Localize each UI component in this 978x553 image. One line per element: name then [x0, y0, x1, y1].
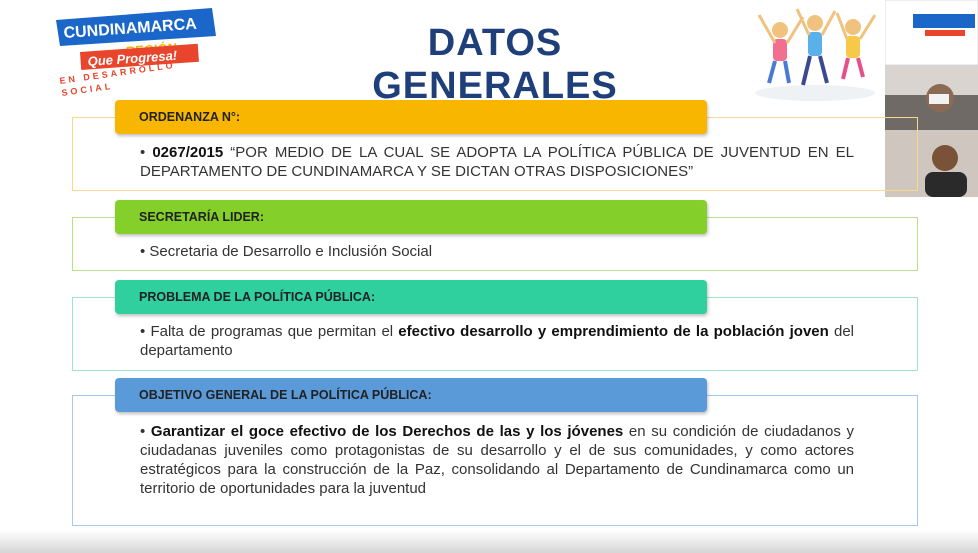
video-thumbnails: [885, 0, 978, 197]
body-text: Secretaria de Desarrollo e Inclusión Soc…: [149, 243, 433, 260]
logo: CUNDINAMARCA ¡REGIÓN Que Progresa! EN DE…: [56, 8, 216, 98]
body-text: del departamento: [140, 323, 855, 359]
body-text: Falta de programas que permitan el: [150, 323, 399, 340]
body-text: en su condición de ciudadanos y ciudadan…: [140, 423, 854, 497]
section-body: Garantizar el goce efectivo de los Derec…: [140, 422, 854, 498]
section-header: OBJETIVO GENERAL DE LA POLÍTICA PÚBLICA:: [115, 378, 707, 412]
body-text: “POR MEDIO DE LA CUAL SE ADOPTA LA POLÍT…: [140, 144, 855, 180]
section-header: ORDENANZA N°:: [115, 100, 707, 134]
slide-title: DATOS GENERALES: [372, 22, 618, 107]
body-text: Garantizar el goce efectivo de los Derec…: [150, 423, 624, 440]
logo-banner: [56, 8, 216, 46]
bottom-bar: [0, 530, 978, 553]
logo-text: Que Progresa!: [87, 48, 178, 69]
section-body: Secretaria de Desarrollo e Inclusión Soc…: [140, 242, 854, 261]
logo-red: [80, 43, 199, 70]
kids-illustration: [755, 8, 877, 101]
section-body: 0267/2015 “POR MEDIO DE LA CUAL SE ADOPT…: [140, 143, 854, 181]
section-body: Falta de programas que permitan el efect…: [140, 322, 854, 360]
body-text: efectivo desarrollo y emprendimiento de …: [398, 323, 829, 340]
section-header: SECRETARÍA LIDER:: [115, 200, 707, 234]
section-header: PROBLEMA DE LA POLÍTICA PÚBLICA:: [115, 280, 707, 314]
body-text: 0267/2015: [152, 144, 224, 161]
